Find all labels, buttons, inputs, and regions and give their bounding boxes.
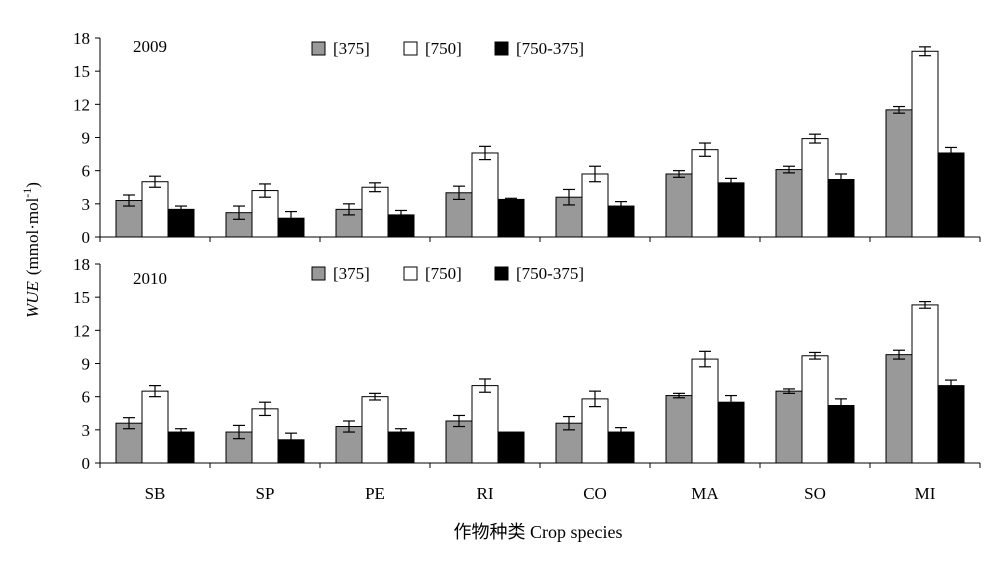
y-tick-label: 3	[82, 421, 91, 440]
legend-swatch	[403, 41, 418, 56]
legend-swatch	[403, 266, 418, 281]
y-axis-label-unit-close: )	[23, 182, 42, 188]
bar-sp-1	[251, 190, 279, 238]
legend-swatch	[494, 41, 509, 56]
y-tick-label: 6	[82, 388, 91, 407]
bar-ri-1	[471, 152, 499, 238]
x-category-label: RI	[477, 484, 494, 503]
bar-ma-2	[717, 182, 745, 238]
bar-so-0	[775, 390, 803, 464]
bar-ri-0	[445, 420, 473, 464]
bar-so-0	[775, 169, 803, 238]
y-tick-label: 3	[82, 195, 91, 214]
legend-swatch	[311, 266, 326, 281]
bar-sb-2	[167, 208, 195, 238]
x-category-label: SP	[256, 484, 275, 503]
bar-ma-1	[691, 149, 719, 238]
bar-mi-0	[885, 109, 913, 238]
x-category-label: SB	[145, 484, 166, 503]
bar-co-2	[607, 205, 635, 238]
y-axis-label-variable: WUE	[23, 281, 42, 318]
bar-mi-1	[911, 304, 939, 464]
bar-ma-0	[665, 395, 693, 464]
bar-so-2	[827, 179, 855, 238]
x-category-label: PE	[365, 484, 385, 503]
bar-ma-1	[691, 358, 719, 464]
bar-ri-2	[497, 198, 525, 238]
x-axis-label: 作物种类 Crop species	[454, 522, 623, 542]
panel-year-label: 2010	[133, 269, 167, 288]
bar-ma-0	[665, 173, 693, 238]
legend-swatch	[311, 41, 326, 56]
legend-label: [375]	[333, 39, 370, 58]
bar-so-1	[801, 138, 829, 238]
bar-so-1	[801, 355, 829, 464]
bar-ma-2	[717, 401, 745, 464]
bar-pe-1	[361, 396, 389, 464]
y-tick-label: 6	[82, 162, 91, 181]
x-category-label: MI	[915, 484, 936, 503]
bar-ri-2	[497, 431, 525, 464]
y-tick-label: 18	[73, 255, 90, 274]
bar-so-2	[827, 405, 855, 464]
y-tick-label: 0	[82, 228, 91, 247]
y-tick-label: 15	[73, 62, 90, 81]
y-tick-label: 15	[73, 288, 90, 307]
y-tick-label: 9	[82, 129, 91, 148]
panel-year-label: 2009	[133, 37, 167, 56]
y-axis-label-unit-sup: -1	[20, 188, 34, 198]
y-axis-label: WUE (mmol·mol-1)	[20, 182, 42, 318]
x-category-label: MA	[691, 484, 719, 503]
bar-mi-2	[937, 152, 965, 238]
bar-mi-2	[937, 385, 965, 464]
x-category-label: SO	[804, 484, 826, 503]
bar-sb-1	[141, 181, 169, 238]
y-tick-label: 0	[82, 454, 91, 473]
y-tick-label: 12	[73, 321, 90, 340]
legend-label: [750]	[425, 264, 462, 283]
bar-co-1	[581, 173, 609, 238]
bar-pe-1	[361, 186, 389, 238]
bar-mi-0	[885, 354, 913, 464]
bar-ri-0	[445, 192, 473, 238]
y-axis-label-unit-open: (mmol·mol	[23, 197, 42, 275]
bar-ri-1	[471, 385, 499, 464]
bar-pe-2	[387, 431, 415, 464]
legend-label: [375]	[333, 264, 370, 283]
bar-co-2	[607, 431, 635, 464]
bar-sb-2	[167, 431, 195, 464]
legend-label: [750-375]	[516, 264, 584, 283]
legend-label: [750-375]	[516, 39, 584, 58]
x-category-label: CO	[583, 484, 607, 503]
bar-co-1	[581, 398, 609, 464]
bar-sb-1	[141, 390, 169, 464]
bar-sp-1	[251, 408, 279, 464]
legend-swatch	[494, 266, 509, 281]
y-tick-label: 18	[73, 29, 90, 48]
y-tick-label: 12	[73, 95, 90, 114]
bar-mi-1	[911, 50, 939, 238]
legend-label: [750]	[425, 39, 462, 58]
y-tick-label: 9	[82, 355, 91, 374]
